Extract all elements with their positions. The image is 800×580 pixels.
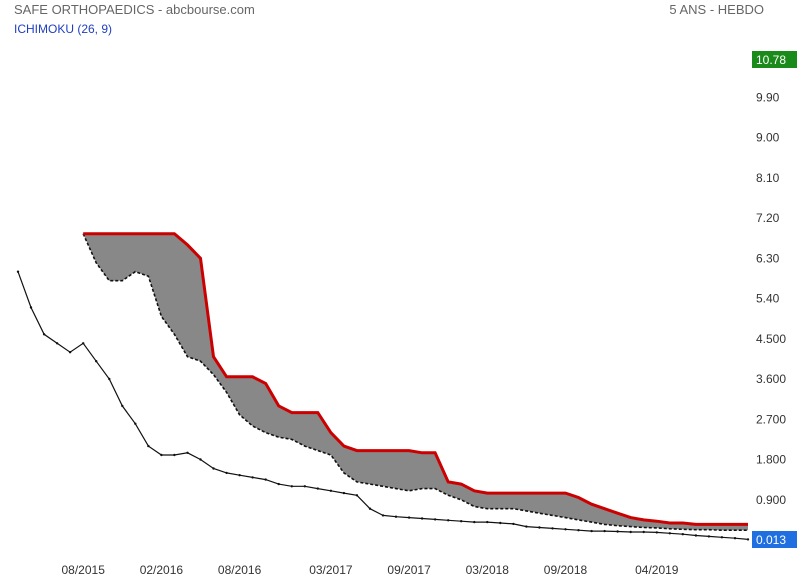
price-point (199, 458, 202, 461)
cloud-lower-line (82, 233, 748, 532)
price-point (277, 482, 280, 486)
price-point (368, 507, 372, 510)
price-point (616, 530, 619, 533)
price-point (499, 521, 502, 525)
price-point (707, 535, 711, 538)
price-point (564, 528, 567, 531)
price-point (329, 489, 333, 492)
price-point (642, 530, 645, 534)
price-point (68, 351, 72, 354)
x-tick-label: 08/2016 (218, 563, 262, 577)
price-point (108, 377, 111, 381)
x-tick-label: 09/2017 (387, 563, 431, 577)
price-point (355, 494, 359, 497)
high-price-label: 10.78 (756, 53, 786, 67)
y-tick-label: 7.20 (756, 211, 780, 225)
price-point (733, 537, 737, 540)
price-point (420, 517, 424, 520)
price-point (629, 530, 632, 534)
last-price-label: 0.013 (756, 533, 786, 547)
y-tick-label: 5.40 (756, 292, 780, 306)
high-price-badge: 10.78 (752, 51, 797, 68)
price-point (82, 342, 85, 345)
y-tick-label: 0.900 (756, 493, 786, 507)
price-point (134, 422, 137, 425)
price-point (55, 342, 59, 345)
price-point (746, 538, 750, 541)
price-point (577, 529, 580, 532)
price-point (173, 453, 176, 457)
price-point (121, 404, 124, 408)
price-point (473, 520, 476, 524)
price-point (655, 531, 658, 534)
price-point (42, 333, 46, 336)
price-point (225, 471, 228, 475)
price-point (720, 536, 724, 539)
price-point (16, 270, 20, 273)
x-tick-label: 09/2018 (544, 563, 588, 577)
x-tick-label: 08/2015 (62, 563, 106, 577)
price-point (447, 519, 450, 522)
price-point (394, 515, 398, 518)
price-point (460, 520, 463, 523)
price-point (590, 529, 593, 533)
x-axis: 08/2015 02/2016 08/2016 03/2017 09/2017 03/20… (62, 563, 679, 577)
price-point (303, 485, 306, 488)
y-tick-label: 9.00 (756, 131, 780, 145)
price-point (694, 534, 698, 537)
y-tick-label: 4.500 (756, 332, 786, 346)
price-point (147, 444, 150, 448)
price-point (186, 451, 189, 454)
x-tick-label: 03/2018 (466, 563, 510, 577)
price-point (212, 467, 215, 470)
last-price-badge: 0.013 (752, 531, 797, 548)
cloud-area (83, 233, 748, 531)
price-point (551, 527, 554, 530)
price-point (342, 491, 346, 495)
x-tick-label: 02/2016 (140, 563, 184, 577)
price-point (603, 529, 606, 533)
price-point (238, 474, 241, 477)
chart-title: SAFE ORTHOPAEDICS - abcbourse.com (14, 2, 255, 17)
price-point (316, 487, 319, 490)
y-tick-label: 9.90 (756, 90, 780, 104)
price-point (525, 525, 528, 528)
price-point (486, 520, 489, 524)
price-point (381, 514, 385, 517)
y-tick-label: 1.800 (756, 453, 786, 467)
price-point (407, 516, 411, 519)
x-tick-label: 03/2017 (309, 563, 353, 577)
price-point (95, 360, 98, 363)
price-point (160, 453, 163, 457)
price-point (264, 478, 267, 481)
price-point (538, 526, 541, 529)
price-point (681, 533, 684, 536)
price-point (512, 522, 515, 526)
y-tick-label: 3.600 (756, 372, 786, 386)
ichimoku-cloud (82, 232, 748, 532)
indicator-label: ICHIMOKU (26, 9) (14, 22, 113, 36)
y-tick-label: 6.30 (756, 251, 780, 265)
period-label: 5 ANS - HEBDO (669, 2, 764, 17)
y-axis: 0.900 1.800 2.700 3.600 4.500 5.40 6.30 7.20 8.1… (756, 90, 786, 507)
price-point (290, 485, 293, 488)
cloud-upper-line (83, 232, 748, 526)
y-tick-label: 2.700 (756, 412, 786, 426)
price-point (433, 518, 437, 521)
price-point (251, 476, 254, 479)
x-tick-label: 04/2019 (635, 563, 679, 577)
price-series (16, 270, 750, 541)
price-point (668, 532, 671, 535)
y-tick-label: 8.10 (756, 171, 780, 185)
price-line (17, 271, 749, 540)
price-point (29, 306, 33, 309)
